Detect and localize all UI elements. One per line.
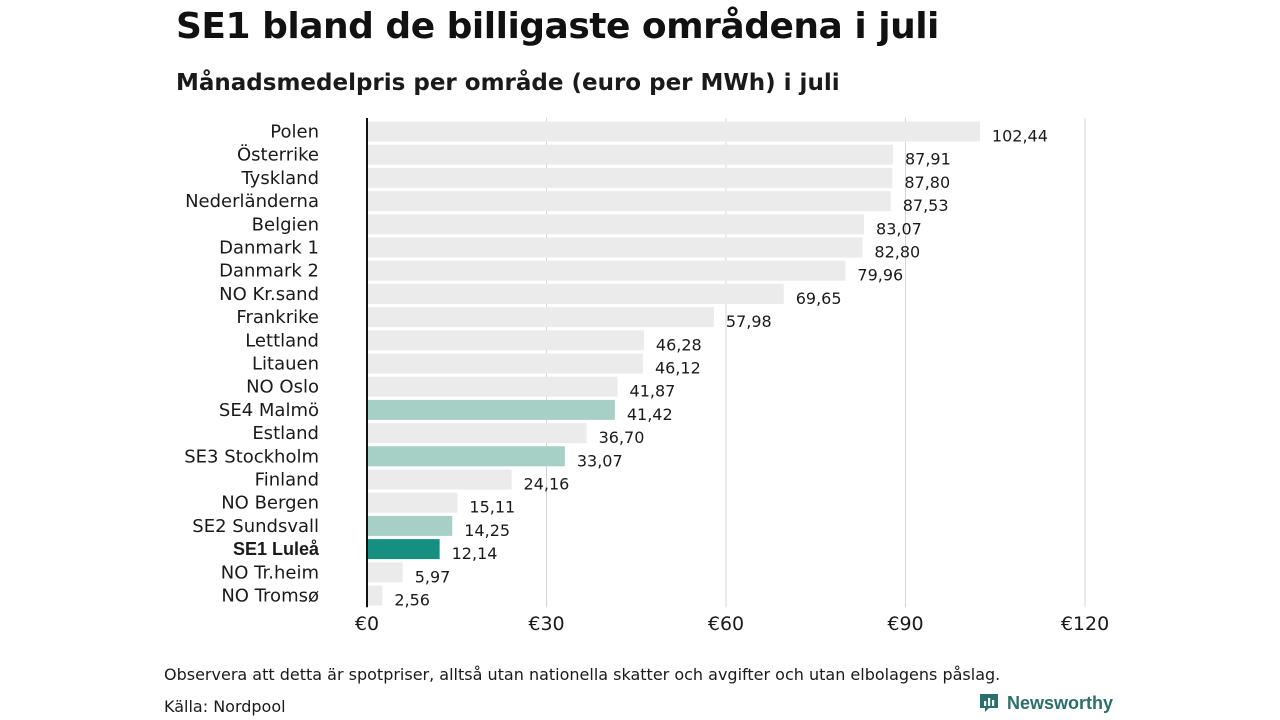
brand-logo: Newsworthy	[978, 692, 1113, 714]
value-label: 79,96	[857, 266, 903, 285]
category-label: NO Tromsø	[221, 586, 319, 607]
category-label: NO Kr.sand	[219, 284, 319, 305]
x-tick-label: €30	[528, 613, 564, 635]
bar	[367, 283, 784, 304]
chart-title: SE1 bland de billigaste områdena i juli	[176, 6, 939, 47]
bar	[367, 423, 587, 444]
bar	[367, 539, 440, 560]
bar	[367, 562, 403, 583]
bar	[367, 330, 644, 351]
bar	[367, 353, 643, 374]
category-label: Belgien	[252, 214, 319, 235]
category-label: NO Bergen	[221, 493, 319, 514]
bar	[367, 121, 980, 142]
brand-name: Newsworthy	[1007, 692, 1114, 713]
category-label: Finland	[255, 470, 319, 491]
bar	[367, 307, 714, 328]
bar	[367, 376, 618, 397]
category-label: SE3 Stockholm	[184, 446, 319, 467]
x-tick-label: €0	[355, 613, 379, 635]
value-label: 69,65	[796, 289, 842, 308]
value-label: 14,25	[464, 521, 510, 540]
x-tick-label: €90	[887, 613, 923, 635]
bar	[367, 260, 846, 281]
value-label: 83,07	[876, 219, 922, 238]
category-label: Lettland	[245, 330, 319, 351]
bar	[367, 237, 863, 258]
value-label: 57,98	[726, 312, 772, 331]
bar	[367, 585, 383, 606]
category-label: Polen	[270, 122, 319, 143]
category-label: Danmark 1	[219, 238, 319, 259]
category-label: SE4 Malmö	[219, 400, 319, 421]
category-label: Danmark 2	[219, 261, 319, 282]
bar	[367, 446, 565, 467]
bar	[367, 469, 512, 490]
category-label: SE1 Luleå	[233, 539, 320, 559]
bar	[367, 191, 891, 212]
bar-chart: Polen 102,44 Österrike 87,91 Tyskland 87,80 Ne…	[184, 118, 1109, 635]
bar	[367, 399, 615, 420]
value-label: 46,28	[656, 335, 702, 354]
source-label: Källa: Nordpool	[164, 697, 286, 716]
category-label: SE2 Sundsvall	[192, 516, 319, 537]
bar	[367, 144, 893, 165]
value-label: 102,44	[992, 127, 1048, 146]
category-label: Tyskland	[240, 168, 319, 189]
value-label: 87,53	[903, 196, 949, 215]
value-label: 15,11	[469, 498, 515, 517]
category-label: Litauen	[252, 354, 319, 375]
value-label: 12,14	[452, 544, 498, 563]
footnote: Observera att detta är spotpriser, allts…	[164, 665, 1001, 684]
bar	[367, 515, 453, 536]
chart-subtitle: Månadsmedelpris per område (euro per MWh…	[176, 70, 840, 96]
value-label: 41,42	[627, 405, 673, 424]
newsworthy-logo-icon	[980, 694, 998, 712]
x-tick-label: €60	[708, 613, 744, 635]
category-label: NO Oslo	[246, 377, 319, 398]
value-label: 24,16	[524, 475, 570, 494]
value-label: 82,80	[874, 243, 920, 262]
value-label: 36,70	[599, 428, 645, 447]
value-label: 87,80	[904, 173, 950, 192]
category-label: Estland	[252, 423, 319, 444]
value-label: 41,87	[630, 382, 676, 401]
value-label: 87,91	[905, 150, 951, 169]
value-label: 2,56	[394, 591, 430, 610]
value-label: 5,97	[415, 567, 451, 586]
value-label: 46,12	[655, 359, 701, 378]
bar	[367, 214, 865, 235]
value-label: 33,07	[577, 451, 623, 470]
category-label: NO Tr.heim	[221, 562, 319, 583]
category-label: Österrike	[237, 144, 319, 166]
bar	[367, 492, 458, 513]
x-tick-label: €120	[1061, 613, 1109, 635]
bar	[367, 167, 893, 188]
category-label: Frankrike	[236, 307, 319, 328]
category-label: Nederländerna	[185, 191, 319, 212]
